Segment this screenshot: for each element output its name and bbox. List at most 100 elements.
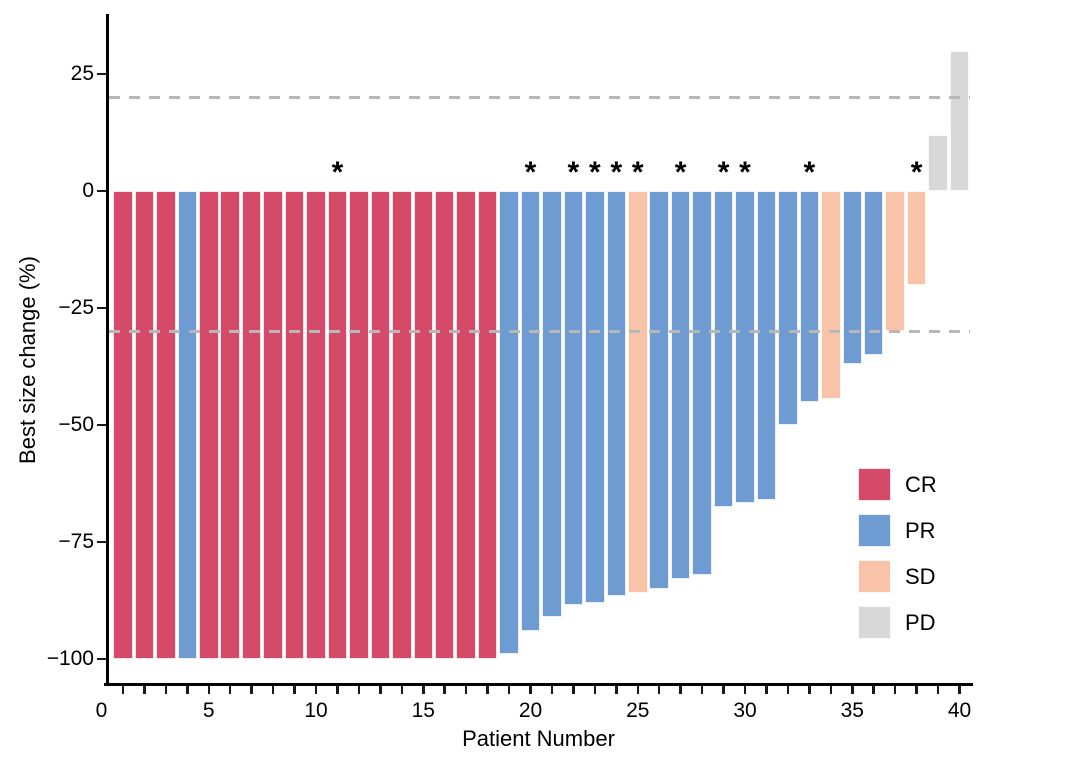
bar-patient-21 (542, 191, 562, 617)
x-tick (379, 686, 382, 694)
x-tick (615, 686, 618, 694)
significance-asterisk: * (739, 156, 751, 189)
y-tick (97, 306, 106, 310)
bar-patient-33 (799, 191, 820, 402)
legend-label-pr: PR (905, 518, 936, 543)
x-tick (550, 686, 554, 694)
significance-asterisk: * (631, 156, 644, 189)
bar-patient-12 (349, 191, 369, 659)
x-tick (207, 686, 210, 694)
bar-patient-3 (156, 191, 176, 659)
x-tick (915, 686, 918, 694)
bar-patient-39 (928, 134, 948, 191)
x-tick (164, 686, 168, 694)
bar-patient-37 (885, 191, 905, 332)
significance-asterisk: * (610, 156, 623, 189)
bar-patient-20 (520, 191, 541, 631)
bar-patient-13 (370, 191, 391, 659)
x-tick (357, 686, 361, 694)
x-tick (143, 686, 146, 694)
legend-swatch-sd (858, 560, 891, 593)
x-tick (507, 686, 511, 694)
bar-patient-29 (713, 191, 734, 507)
bar-patient-23 (585, 191, 605, 603)
x-tick (121, 686, 125, 694)
y-tick (97, 72, 106, 76)
bar-patient-30 (735, 191, 755, 504)
x-tick (400, 686, 404, 694)
x-tick (743, 686, 747, 694)
y-tick (97, 189, 106, 193)
bar-patient-24 (606, 191, 627, 596)
x-tick (336, 686, 339, 694)
bar-patient-4 (177, 191, 198, 659)
significance-asterisk: * (524, 156, 537, 189)
significance-asterisk: * (910, 156, 923, 189)
significance-asterisk: * (589, 156, 601, 189)
bar-patient-16 (434, 191, 455, 659)
y-tick-label: −100 (46, 647, 94, 670)
bar-patient-27 (670, 191, 691, 580)
bar-patient-31 (756, 191, 777, 500)
bar-patient-36 (863, 191, 884, 355)
legend-label-cr: CR (905, 472, 937, 497)
x-tick (722, 686, 725, 694)
bar-patient-38 (906, 191, 927, 285)
x-tick (464, 686, 468, 694)
x-tick (250, 686, 253, 694)
bar-patient-35 (842, 191, 862, 365)
bar-patient-18 (477, 191, 498, 659)
bar-patient-15 (413, 191, 433, 659)
bar-patient-9 (284, 191, 305, 659)
x-tick (443, 686, 446, 694)
x-tick (851, 686, 854, 694)
legend-swatch-pd (858, 606, 891, 639)
x-tick (808, 686, 811, 694)
bar-patient-25 (628, 191, 648, 594)
x-tick (422, 686, 425, 694)
significance-asterisk: * (717, 156, 730, 189)
bar-patient-34 (821, 191, 841, 400)
y-tick-label: −50 (58, 413, 94, 436)
x-tick (186, 686, 189, 694)
x-tick (529, 686, 532, 694)
reference-line-20 (109, 95, 970, 99)
bar-patient-40 (949, 50, 970, 191)
x-tick-label: 35 (840, 699, 864, 722)
bar-patient-7 (241, 191, 262, 659)
x-axis-line (104, 683, 973, 686)
legend-swatch-pr (858, 514, 891, 547)
bar-patient-1 (113, 191, 133, 659)
x-tick (872, 686, 875, 694)
x-tick (293, 686, 296, 694)
reference-line--30 (109, 329, 970, 333)
x-tick-label: 30 (733, 699, 757, 722)
x-tick (572, 686, 575, 694)
bar-patient-8 (263, 191, 283, 659)
significance-asterisk: * (803, 156, 816, 189)
significance-asterisk: * (674, 156, 687, 189)
x-tick-label: 25 (626, 699, 650, 722)
x-tick (893, 686, 897, 694)
bar-patient-5 (199, 191, 219, 659)
y-tick (97, 657, 106, 661)
y-tick-label: −75 (58, 530, 94, 553)
x-tick-label: 10 (304, 699, 328, 722)
bar-patient-22 (563, 191, 584, 606)
x-axis-title: Patient Number (462, 726, 615, 751)
bar-patient-17 (456, 191, 476, 659)
x-tick (786, 686, 790, 694)
x-tick (314, 686, 318, 694)
x-tick (765, 686, 768, 694)
y-tick-label: −25 (58, 296, 94, 319)
y-tick-label: 0 (82, 179, 94, 202)
legend-label-sd: SD (905, 564, 936, 589)
legend-label-pd: PD (905, 610, 936, 635)
bar-patient-19 (499, 191, 519, 655)
bar-patient-6 (220, 191, 240, 659)
x-tick-label: 0 (95, 699, 108, 722)
bar-patient-10 (306, 191, 326, 659)
significance-asterisk: * (331, 156, 344, 189)
bar-patient-26 (649, 191, 669, 589)
significance-asterisk: * (567, 156, 580, 189)
